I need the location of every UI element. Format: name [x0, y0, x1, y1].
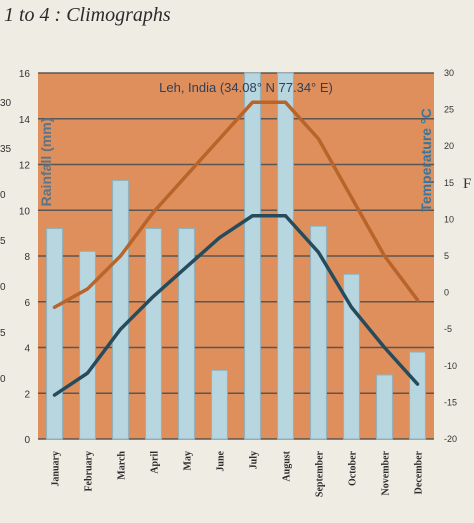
- rainfall-bar: [310, 225, 327, 440]
- month-label: November: [381, 450, 392, 495]
- rainfall-tick-label: 8: [24, 252, 30, 263]
- rainfall-bar: [277, 72, 294, 440]
- month-label: August: [282, 450, 293, 481]
- rainfall-tick-label: 12: [19, 161, 31, 172]
- temperature-tick-label: 15: [444, 178, 454, 188]
- month-label: March: [117, 451, 128, 480]
- cropped-tick-label: 35: [0, 144, 12, 155]
- rainfall-bar: [79, 250, 96, 440]
- month-label: October: [348, 450, 359, 486]
- min-temperature-line: [52, 213, 420, 397]
- temperature-tick-label: -20: [444, 434, 457, 444]
- temperature-lines: [52, 100, 420, 397]
- rainfall-bar: [376, 374, 393, 440]
- rainfall-bar: [112, 180, 129, 440]
- rainfall-tick-label: 10: [19, 206, 31, 217]
- max-temperature-line: [52, 100, 420, 309]
- rainfall-bar: [178, 228, 195, 440]
- month-label: December: [414, 450, 425, 494]
- rainfall-bars: [46, 72, 426, 440]
- month-label: February: [84, 451, 95, 492]
- rainfall-tick-label: 4: [24, 344, 30, 355]
- rainfall-tick-label: 16: [19, 69, 31, 80]
- rainfall-bar: [46, 228, 63, 440]
- cropped-margin-letter: F: [463, 176, 472, 192]
- month-label: July: [249, 451, 260, 469]
- month-label: June: [216, 450, 227, 471]
- rainfall-bar: [343, 273, 360, 440]
- rainfall-bar: [145, 228, 162, 440]
- temperature-tick-label: 30: [444, 68, 454, 78]
- rainfall-bar: [244, 72, 261, 440]
- cropped-left-tick-labels: 30 35 0 5 0 5 0: [0, 98, 12, 385]
- temperature-tick-label: 10: [444, 214, 454, 224]
- rainfall-tick-label: 14: [19, 115, 31, 126]
- rainfall-bar: [211, 369, 228, 440]
- month-label: April: [150, 451, 161, 474]
- temperature-tick-label: -10: [444, 361, 457, 371]
- temperature-tick-label: -5: [444, 324, 452, 334]
- cropped-tick-label: 30: [0, 98, 12, 109]
- rainfall-axis-label: Rainfall (mm): [38, 118, 54, 207]
- temperature-tick-label: 20: [444, 141, 454, 151]
- rainfall-tick-label: 6: [24, 298, 30, 309]
- cropped-tick-label: 0: [0, 374, 6, 385]
- month-labels: January February March April May June July Augu…: [51, 450, 425, 497]
- temperature-tick-label: 25: [444, 105, 454, 115]
- cropped-tick-label: 0: [0, 190, 6, 201]
- month-label: May: [183, 451, 194, 470]
- temperature-tick-label: 5: [444, 251, 449, 261]
- rainfall-axis-ticks: 0 2 4 6 8 10 12 14 16: [19, 69, 31, 446]
- temperature-axis-label: Temperature °C: [418, 108, 434, 211]
- rainfall-tick-label: 0: [24, 435, 30, 446]
- month-label: January: [51, 451, 62, 487]
- temperature-axis-ticks: -20 -15 -10 -5 0 5 10 15 20 25 30: [444, 68, 457, 444]
- month-label: September: [315, 450, 326, 497]
- rainfall-tick-label: 2: [24, 389, 30, 400]
- cropped-tick-label: 0: [0, 282, 6, 293]
- rainfall-bar: [409, 351, 426, 440]
- cropped-tick-label: 5: [0, 328, 6, 339]
- temperature-tick-label: -15: [444, 397, 457, 407]
- page-heading: 1 to 4 : Climographs: [4, 4, 171, 26]
- chart-title: Leh, India (34.08° N 77.34° E): [159, 80, 333, 95]
- temperature-tick-label: 0: [444, 288, 449, 298]
- cropped-tick-label: 5: [0, 236, 6, 247]
